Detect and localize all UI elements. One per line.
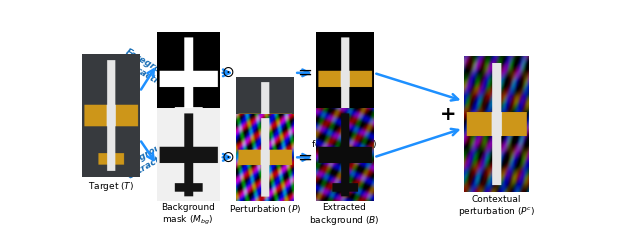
- Text: =: =: [297, 148, 312, 166]
- Text: Perturbation $(P)$: Perturbation $(P)$: [228, 203, 301, 215]
- Text: Foreground
mask $(M_{fg})$: Foreground mask $(M_{fg})$: [163, 127, 214, 151]
- Text: Extracted
foreground $(F)$: Extracted foreground $(F)$: [311, 127, 378, 151]
- Text: +: +: [440, 105, 456, 124]
- Text: Contextual
perturbation $(P^c)$: Contextual perturbation $(P^c)$: [458, 195, 535, 218]
- Text: Background
mask $(M_{bg})$: Background mask $(M_{bg})$: [161, 203, 215, 227]
- Text: Extracted
background $(B)$: Extracted background $(B)$: [309, 203, 380, 227]
- Text: ⊙: ⊙: [222, 65, 235, 80]
- Text: Foreground
extraction: Foreground extraction: [118, 47, 179, 93]
- Text: Target $(T)$: Target $(T)$: [88, 180, 134, 193]
- Text: =: =: [297, 64, 312, 82]
- Text: Target $(T)$: Target $(T)$: [242, 167, 288, 180]
- Text: Background
extraction: Background extraction: [117, 135, 180, 183]
- Text: ⊙: ⊙: [222, 150, 235, 165]
